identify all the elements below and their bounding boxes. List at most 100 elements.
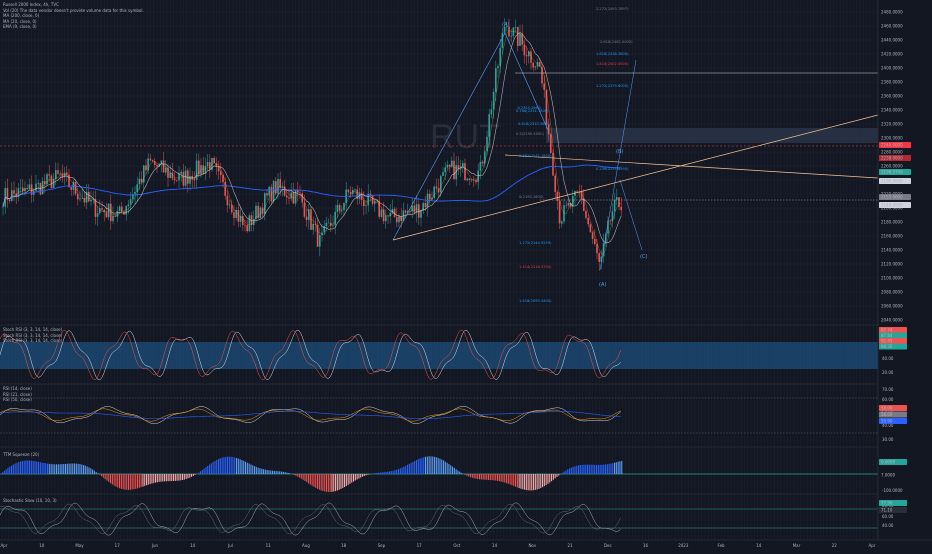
ttm-bar (387, 472, 388, 474)
ttm-bar (333, 474, 334, 492)
ttm-bar (281, 472, 282, 474)
ttm-bar (209, 465, 210, 474)
candle (405, 211, 407, 213)
time-axis-tick: Sep (378, 543, 386, 548)
candle (35, 184, 37, 192)
candle (224, 182, 226, 196)
ttm-bar (393, 471, 394, 474)
candle (616, 197, 618, 200)
ttm-bar (6, 469, 7, 474)
time-axis-tick: 14 (190, 543, 196, 548)
ttm-bar (402, 467, 403, 474)
ttm-bar (619, 461, 620, 474)
ttm-bar (250, 464, 251, 474)
time-axis-tick: 10 (39, 543, 45, 548)
ttm-bar (304, 474, 305, 481)
fib-level-label: 1.414(2402.4500) (596, 62, 629, 66)
fib-level-label: 1.618(2095.4400) (519, 299, 552, 303)
price-axis[interactable]: 2480.00002460.00002440.00002420.00002400… (878, 0, 932, 550)
ttm-bar (524, 474, 525, 490)
candle (242, 216, 244, 225)
ttm-bar (526, 474, 527, 490)
ttm-bar (600, 465, 601, 474)
ttm-bar (502, 474, 503, 482)
rsi-badge-label: 56.00 (881, 412, 893, 417)
ttm-bar (441, 460, 442, 474)
candle (414, 206, 416, 213)
ttm-bar (346, 474, 347, 486)
candle (202, 165, 204, 173)
ttm-bar (391, 471, 392, 474)
ttm-bar (268, 470, 269, 474)
ttm-bar (621, 461, 622, 474)
candle (167, 168, 169, 178)
ttm-bar (598, 465, 599, 474)
ttm-bar (198, 473, 199, 474)
candle (20, 188, 22, 189)
resistance-zone (546, 128, 878, 143)
ttm-bar (299, 474, 300, 478)
ttm-bar (497, 474, 498, 481)
rsi-legend-50[interactable]: RSI (50, close) (3, 397, 32, 403)
price-axis-tick: 2320.0000 (881, 121, 903, 126)
ttm-bar (121, 474, 122, 489)
ttm-bar (108, 474, 109, 482)
ttm-bar (204, 469, 205, 474)
candle (128, 205, 130, 206)
fib-level-label: 2.618(2462.0000) (600, 40, 633, 44)
price-axis-tick: 2120.0000 (881, 261, 903, 266)
candle (550, 134, 552, 152)
ttm-bar (508, 474, 509, 484)
candle (31, 184, 33, 194)
candle (482, 162, 484, 164)
candle (440, 176, 442, 192)
candle (354, 189, 356, 190)
price-axis-tick: 2260.0000 (881, 163, 903, 168)
ttm-bar (538, 474, 539, 489)
candle (70, 187, 72, 190)
ttm-bar (303, 474, 304, 480)
time-axis-tick: May (75, 543, 84, 548)
candle (268, 187, 270, 196)
stoch-rsi-legend-3[interactable]: Stoch RSI (3, 3, 14, 14, close) (3, 338, 62, 344)
ttm-bar (218, 459, 219, 474)
ttm-bar (27, 460, 28, 474)
stoch-rsi-legend-1[interactable]: Stoch RSI (3, 3, 14, 14, close) (3, 327, 62, 333)
candle (447, 165, 449, 168)
candle (48, 174, 50, 175)
ttm-bar (549, 474, 550, 483)
ttm-bar (162, 474, 163, 481)
legend-ema9[interactable]: EMA (9, close, 0) (3, 24, 144, 30)
ttm-bar (285, 472, 286, 474)
ttm-bar (573, 467, 574, 474)
ttm-bar (216, 460, 217, 474)
candle (486, 137, 488, 152)
ttm-bar (340, 474, 341, 489)
ttm-bar (362, 474, 363, 477)
stochastic-slow-legend[interactable]: Stochastic Slow (10, 10, 3) (3, 498, 57, 503)
ttm-bar (378, 473, 379, 474)
price-axis-tick: 2040.0000 (881, 317, 903, 322)
time-axis-tick: 2023 (678, 543, 689, 548)
ttm-bar (211, 463, 212, 474)
ttm-bar (510, 474, 511, 485)
ttm-bar (56, 464, 57, 474)
time-axis-tick: 14 (492, 543, 498, 548)
fib-level-label: 1.272(2144.9259) (519, 241, 552, 245)
rsi-legend-14[interactable]: RSI (14, close) (3, 386, 32, 392)
ttm-bar (376, 473, 377, 474)
ttm-bar (189, 474, 190, 478)
ttm-bar (267, 470, 268, 474)
candle (304, 203, 306, 217)
candle (275, 181, 277, 193)
ttm-squeeze-legend[interactable]: TTM Squeeze (20) (3, 452, 39, 457)
ttm-bar (567, 469, 568, 474)
ttm-bar (313, 474, 314, 487)
ttm-bar (533, 474, 534, 490)
ttm-bar (106, 474, 107, 480)
ttm-bar (286, 473, 287, 474)
candle (79, 198, 81, 199)
candle (220, 171, 222, 175)
